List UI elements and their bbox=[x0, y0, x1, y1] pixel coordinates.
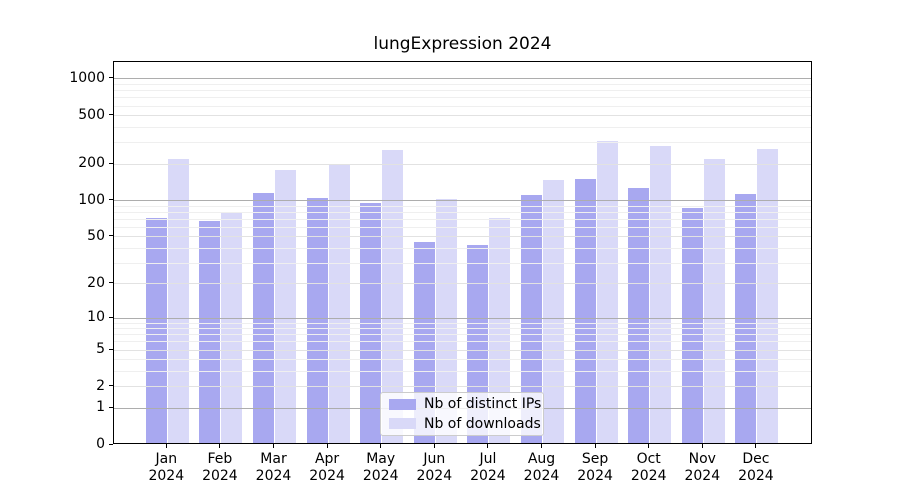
x-tick-mark-may bbox=[380, 444, 382, 448]
y-tick-mark-50 bbox=[109, 235, 113, 237]
bar-mar-distinct-ips bbox=[253, 192, 274, 443]
bar-aug-distinct-ips bbox=[521, 194, 542, 443]
y-tick-mark-5 bbox=[109, 348, 113, 350]
plot-area: Nb of distinct IPs Nb of downloads bbox=[113, 61, 812, 444]
bar-nov-distinct-ips bbox=[681, 207, 703, 443]
x-tick-mark-aug bbox=[541, 444, 542, 448]
y-tick-mark-0 bbox=[109, 443, 113, 445]
y-tick-label-200: 200 bbox=[78, 155, 105, 171]
x-tick-label-feb: Feb 2024 bbox=[202, 451, 238, 484]
x-tick-label-jul: Jul 2024 bbox=[470, 451, 506, 484]
y-tick-mark-200 bbox=[109, 162, 113, 164]
legend-item-downloads: Nb of downloads bbox=[389, 416, 541, 433]
bar-jan-distinct-ips bbox=[145, 217, 167, 443]
x-tick-mark-jan bbox=[165, 444, 167, 448]
y-tick-mark-1 bbox=[109, 406, 113, 408]
x-tick-mark-nov bbox=[701, 444, 703, 448]
bar-feb-distinct-ips bbox=[199, 220, 221, 443]
y-tick-mark-500 bbox=[109, 114, 113, 116]
y-tick-mark-1000 bbox=[109, 77, 113, 79]
x-tick-mark-jun bbox=[433, 444, 435, 448]
bar-may-downloads bbox=[382, 150, 404, 443]
bar-jun-downloads bbox=[435, 198, 457, 443]
y-tick-mark-2 bbox=[109, 385, 113, 387]
x-tick-mark-dec bbox=[755, 444, 757, 448]
bar-sep-distinct-ips bbox=[574, 179, 596, 443]
legend-label-downloads: Nb of downloads bbox=[424, 415, 541, 432]
bar-may-distinct-ips bbox=[360, 202, 382, 443]
legend-label-distinct-ips: Nb of distinct IPs bbox=[424, 396, 542, 413]
bar-apr-distinct-ips bbox=[306, 197, 328, 443]
y-tick-label-20: 20 bbox=[87, 274, 105, 291]
x-tick-label-aug: Aug 2024 bbox=[523, 451, 560, 484]
bars-layer bbox=[114, 62, 811, 443]
x-tick-label-sep: Sep 2024 bbox=[577, 451, 613, 484]
x-tick-mark-jul bbox=[487, 444, 489, 448]
x-tick-label-oct: Oct 2024 bbox=[630, 451, 667, 484]
y-tick-label-50: 50 bbox=[87, 227, 105, 244]
x-tick-label-jan: Jan 2024 bbox=[148, 451, 185, 484]
bar-dec-distinct-ips bbox=[735, 193, 757, 443]
legend-item-distinct-ips: Nb of distinct IPs bbox=[389, 396, 541, 413]
y-tick-label-0: 0 bbox=[96, 436, 105, 452]
y-tick-label-500: 500 bbox=[78, 106, 105, 123]
x-tick-label-mar: Mar 2024 bbox=[255, 451, 292, 484]
bar-jan-downloads bbox=[167, 159, 189, 443]
bar-feb-downloads bbox=[221, 211, 243, 443]
x-tick-mark-apr bbox=[326, 444, 328, 448]
bar-mar-downloads bbox=[275, 169, 296, 443]
bar-dec-downloads bbox=[757, 148, 779, 443]
x-tick-label-jun: Jun 2024 bbox=[416, 451, 453, 484]
legend-swatch-distinct-ips bbox=[389, 398, 416, 410]
x-tick-label-dec: Dec 2024 bbox=[738, 451, 774, 484]
bar-aug-downloads bbox=[543, 179, 564, 443]
x-tick-mark-sep bbox=[594, 444, 596, 448]
x-tick-label-may: May 2024 bbox=[362, 451, 399, 484]
bar-nov-downloads bbox=[703, 158, 725, 443]
chart-title: lungExpression 2024 bbox=[373, 34, 552, 54]
y-tick-mark-20 bbox=[109, 282, 113, 284]
y-tick-mark-100 bbox=[109, 199, 113, 200]
x-tick-mark-mar bbox=[273, 444, 274, 448]
bar-sep-downloads bbox=[596, 140, 618, 443]
y-tick-label-5: 5 bbox=[96, 341, 105, 358]
x-tick-mark-feb bbox=[219, 444, 221, 448]
y-tick-label-1000: 1000 bbox=[69, 69, 105, 86]
bar-oct-downloads bbox=[650, 146, 672, 443]
y-tick-label-10: 10 bbox=[87, 309, 105, 325]
x-tick-mark-oct bbox=[648, 444, 650, 448]
y-tick-label-2: 2 bbox=[96, 377, 105, 394]
bar-apr-downloads bbox=[328, 164, 350, 443]
legend: Nb of distinct IPs Nb of downloads bbox=[380, 392, 544, 436]
y-tick-label-100: 100 bbox=[78, 191, 105, 208]
y-tick-mark-10 bbox=[109, 316, 113, 318]
x-tick-label-nov: Nov 2024 bbox=[684, 451, 721, 484]
legend-swatch-downloads bbox=[389, 418, 416, 430]
x-tick-label-apr: Apr 2024 bbox=[309, 451, 345, 484]
y-tick-label-1: 1 bbox=[96, 399, 105, 416]
bar-oct-distinct-ips bbox=[628, 187, 650, 443]
